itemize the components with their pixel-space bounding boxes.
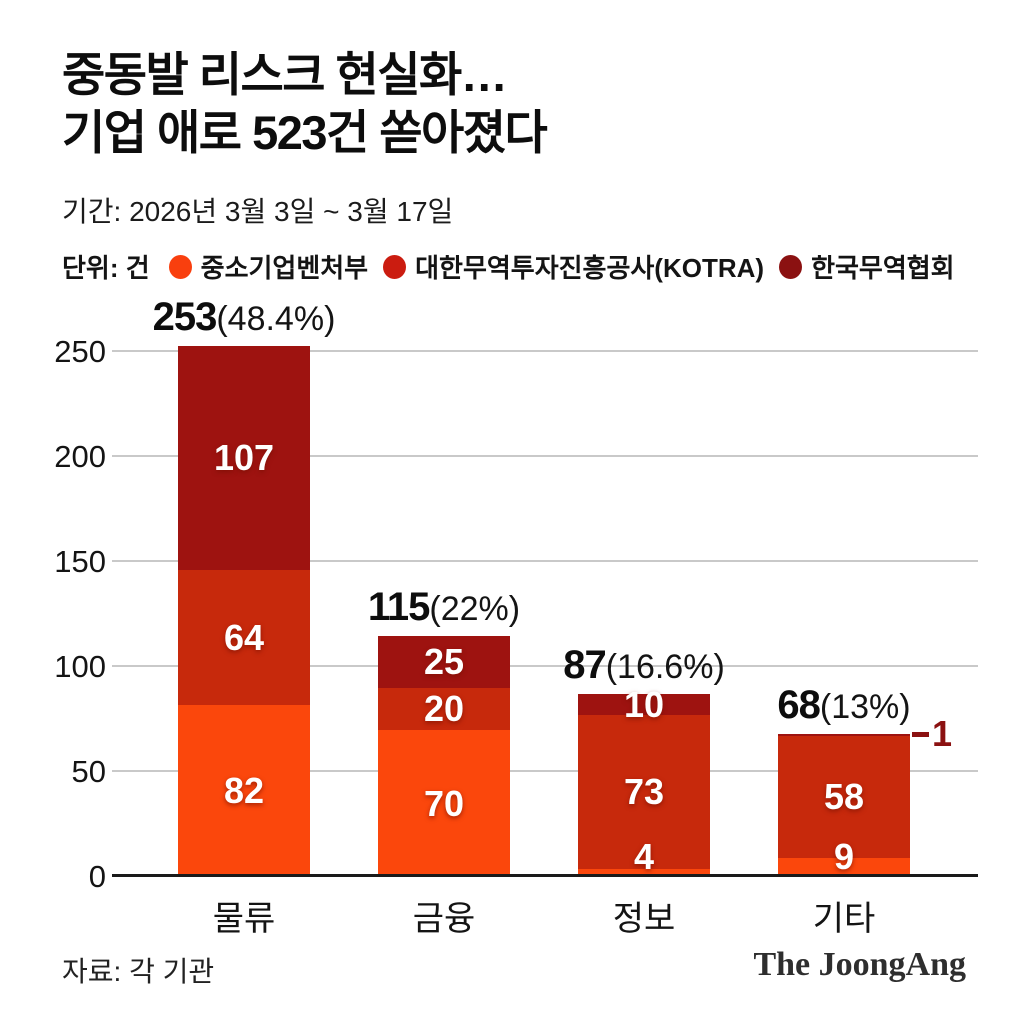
y-tick-label: 50: [71, 754, 106, 789]
bar-segment: [178, 570, 310, 705]
bar-segment: [778, 734, 910, 737]
segment-value-label: 20: [423, 688, 465, 729]
legend-dot-icon: [383, 254, 407, 279]
total-percent: (13%): [819, 688, 911, 727]
segment-value-label: 73: [623, 770, 665, 812]
legend-item-label: 한국무역협회: [811, 253, 955, 283]
segment-value-label: 58: [823, 776, 865, 818]
total-percent: (22%): [429, 589, 521, 628]
x-axis-baseline: [112, 874, 978, 877]
legend-item-smes: 중소기업벤처부: [168, 248, 369, 285]
plot-area: 82 64 107 253(48.4%) 물류 70 20 25 115(22%) 금융 4 73 10…: [112, 295, 978, 938]
callout-dash-icon: [912, 731, 929, 737]
gridline: [112, 455, 978, 457]
segment-value-label: 82: [223, 769, 265, 811]
publisher-logo: The JoongAng: [753, 946, 966, 983]
total-value: 115: [367, 584, 431, 629]
x-category-label: 금융: [412, 900, 476, 938]
bar-금융: 70 20 25: [378, 635, 510, 877]
period-label: 기간: 2026년 3월 3일 ~ 3월 17일: [62, 196, 454, 227]
segment-value-label: 9: [833, 836, 855, 877]
source-label: 자료: 각 기관: [62, 956, 215, 987]
unit-label: 단위: 건: [62, 253, 150, 283]
total-percent: (48.4%): [216, 299, 336, 338]
bar-total-label: 253(48.4%): [84, 295, 404, 340]
bar-기타: 9 58: [778, 734, 910, 877]
y-tick-label: 0: [88, 859, 106, 894]
segment-value-label: 64: [223, 616, 265, 658]
bar-segment: [378, 688, 510, 730]
bar-segment: [378, 635, 510, 688]
outside-annotation: 1: [912, 716, 952, 752]
legend-dot-icon: [168, 254, 192, 279]
y-tick-label: 200: [54, 439, 106, 474]
bar-segment: [178, 704, 310, 877]
bar-segment: [778, 736, 910, 859]
total-value: 253: [152, 294, 218, 339]
gridline: [112, 665, 978, 667]
segment-value-label: 10: [623, 683, 665, 725]
bar-물류: 82 64 107: [178, 345, 310, 877]
x-category-label: 물류: [212, 900, 276, 938]
annotation-value-label: 1: [932, 713, 953, 755]
segment-value-label: 4: [633, 836, 655, 877]
total-value: 87: [563, 643, 606, 688]
y-tick-label: 250: [54, 334, 106, 369]
legend-item-label: 대한무역투자진흥공사(KOTRA): [415, 253, 765, 283]
x-category-label: 정보: [612, 900, 676, 938]
chart-legend: 단위: 건 중소기업벤처부 대한무역투자진흥공사(KOTRA) 한국무역협회: [62, 248, 955, 285]
legend-item-kita: 한국무역협회: [779, 248, 955, 285]
title-line-2: 기업 애로 523건 쏟아졌다: [62, 105, 548, 159]
y-tick-label: 150: [54, 544, 106, 579]
segment-value-label: 70: [423, 782, 465, 824]
y-tick-label: 100: [54, 649, 106, 684]
bar-segment: [778, 858, 910, 877]
title-line-1: 중동발 리스크 현실화…: [62, 48, 508, 101]
gridline: [112, 770, 978, 772]
segment-value-label: 25: [423, 640, 465, 682]
bar-segment: [578, 694, 710, 716]
bar-segment: [378, 730, 510, 877]
total-value: 68: [777, 683, 820, 728]
legend-dot-icon: [779, 254, 803, 279]
bar-segment: [578, 868, 710, 877]
bar-total-label: 68(13%): [684, 683, 1004, 728]
page-title: 중동발 리스크 현실화… 기업 애로 523건 쏟아졌다: [62, 46, 548, 162]
x-category-label: 기타: [812, 900, 876, 938]
bar-segment: [578, 715, 710, 869]
segment-value-label: 107: [213, 437, 275, 479]
bar-segment: [178, 345, 310, 571]
bar-total-label: 115(22%): [284, 585, 604, 630]
gridline: [112, 350, 978, 352]
legend-item-label: 중소기업벤처부: [200, 253, 369, 283]
legend-item-kotra: 대한무역투자진흥공사(KOTRA): [383, 248, 764, 285]
gridline: [112, 560, 978, 562]
y-axis-labels: 0 50 100 150 200 250: [34, 334, 106, 894]
bar-정보: 4 73 10: [578, 685, 710, 877]
bar-total-label: 87(16.6%): [484, 643, 804, 688]
total-percent: (16.6%): [605, 648, 725, 687]
